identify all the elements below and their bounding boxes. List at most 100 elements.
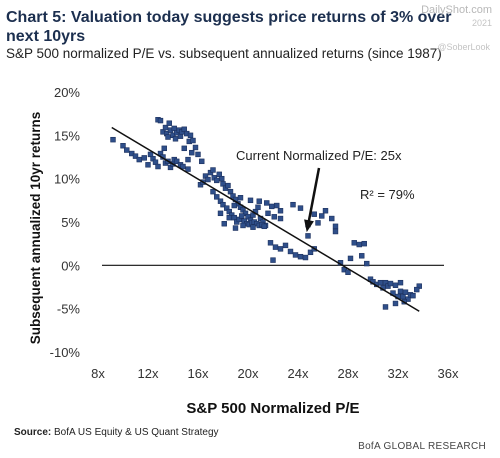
source-text: BofA US Equity & US Quant Strategy: [54, 427, 219, 438]
data-point: [282, 242, 289, 249]
data-point: [165, 134, 171, 140]
data-point: [329, 215, 335, 222]
current-pe-annotation: Current Normalized P/E: 25x: [236, 148, 402, 163]
data-point: [256, 198, 262, 204]
data-point: [220, 201, 226, 208]
data-point: [410, 292, 416, 299]
data-points: [110, 117, 422, 310]
data-point: [311, 211, 317, 217]
data-point: [231, 202, 237, 209]
data-point: [172, 136, 179, 142]
data-point: [414, 286, 420, 293]
data-point: [145, 162, 151, 168]
data-point: [315, 220, 321, 226]
data-point: [319, 213, 325, 219]
data-point: [265, 210, 271, 217]
data-point: [361, 240, 367, 247]
y-tick-label: -5%: [57, 302, 81, 317]
source-note: Source: BofA US Equity & US Quant Strate…: [14, 427, 219, 438]
data-point: [307, 249, 314, 256]
data-point: [217, 210, 224, 217]
data-point: [185, 156, 191, 163]
data-point: [240, 222, 246, 229]
watermark-site: DailyShot.com: [421, 4, 492, 16]
data-point: [190, 137, 196, 144]
data-point: [250, 224, 256, 230]
data-point: [392, 282, 399, 288]
x-tick-label: 36x: [438, 366, 459, 381]
data-point: [267, 240, 274, 246]
data-point: [277, 215, 284, 222]
data-point: [402, 289, 409, 295]
data-point: [205, 176, 211, 183]
data-point: [287, 248, 294, 255]
data-point: [382, 304, 389, 310]
data-point: [290, 201, 296, 208]
data-point: [261, 223, 267, 230]
data-point: [345, 269, 351, 275]
data-point: [192, 144, 199, 151]
data-point: [397, 288, 404, 295]
x-tick-label: 16x: [188, 366, 209, 381]
source-label: Source:: [14, 427, 52, 438]
data-point: [210, 167, 216, 173]
data-point: [157, 117, 164, 124]
chart-subtitle: S&P 500 normalized P/E vs. subsequent an…: [6, 46, 442, 61]
data-point: [219, 175, 225, 182]
x-tick-label: 32x: [388, 366, 409, 381]
data-point: [351, 240, 357, 246]
y-tick-label: 5%: [61, 215, 80, 230]
data-point: [272, 244, 279, 250]
data-point: [199, 158, 205, 165]
data-point: [225, 182, 231, 189]
data-point: [274, 202, 280, 209]
data-point: [277, 208, 284, 214]
data-point: [180, 163, 186, 170]
x-tick-label: 12x: [138, 366, 159, 381]
data-point: [356, 241, 362, 248]
data-point: [166, 120, 172, 126]
data-point: [269, 203, 275, 210]
data-point: [239, 213, 245, 219]
data-point: [214, 194, 220, 200]
data-point: [347, 255, 354, 262]
data-point: [181, 145, 187, 152]
data-point: [305, 233, 311, 239]
data-point: [221, 221, 227, 227]
data-point: [214, 177, 220, 184]
data-point: [277, 246, 284, 252]
r-squared-annotation: R² = 79%: [360, 187, 415, 202]
y-tick-label: -10%: [50, 345, 81, 360]
x-tick-label: 20x: [238, 366, 259, 381]
data-point: [161, 145, 167, 152]
annotation-arrow: [307, 167, 321, 224]
x-tick-label: 28x: [338, 366, 359, 381]
data-point: [292, 252, 299, 258]
watermark-handle: @SoberLook: [437, 42, 490, 52]
data-point: [237, 195, 244, 201]
y-tick-label: 10%: [54, 172, 80, 187]
trend-line: [111, 126, 420, 312]
data-point: [155, 163, 161, 170]
x-tick-labels: 8x 12x 16x 20x 24x 28x 32x 36x: [91, 366, 459, 381]
data-point: [332, 223, 339, 230]
data-point: [136, 156, 142, 163]
data-point: [377, 279, 384, 286]
data-point: [302, 254, 309, 261]
data-point: [132, 153, 139, 159]
data-point: [270, 257, 276, 263]
watermark-date: 2021: [471, 18, 492, 28]
data-point: [387, 280, 394, 287]
footer-brand: BofA GLOBAL RESEARCH: [358, 441, 486, 452]
data-point: [110, 136, 116, 143]
data-point: [332, 228, 339, 235]
data-point: [141, 155, 147, 161]
y-tick-label: 20%: [54, 85, 80, 100]
data-point: [232, 225, 239, 231]
data-point: [195, 151, 201, 158]
data-point: [264, 200, 270, 206]
data-point: [187, 132, 194, 139]
data-point: [297, 205, 304, 211]
data-point: [189, 149, 195, 156]
